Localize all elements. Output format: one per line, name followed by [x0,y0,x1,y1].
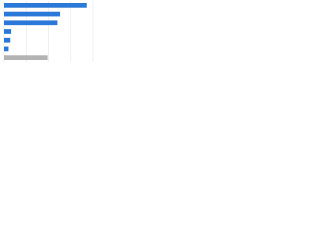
bar [4,20,58,26]
bar [4,55,48,60]
bar [4,29,12,34]
bar [4,37,11,43]
bar [4,3,87,8]
bar [4,11,61,17]
chart [3,1,94,62]
page: (() => { const data = JSON.parse(documen… [0,0,320,71]
bar [4,46,9,52]
